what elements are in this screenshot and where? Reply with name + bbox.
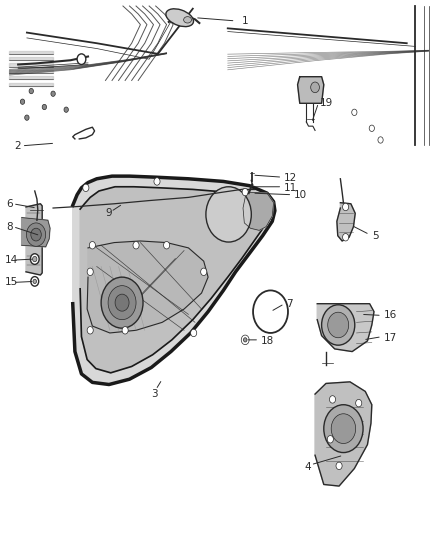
- Circle shape: [133, 241, 139, 249]
- Circle shape: [329, 395, 336, 403]
- Ellipse shape: [184, 17, 191, 23]
- Polygon shape: [297, 77, 324, 103]
- Circle shape: [64, 107, 68, 112]
- Circle shape: [154, 177, 160, 185]
- Circle shape: [108, 286, 136, 320]
- Text: 18: 18: [261, 336, 274, 346]
- Circle shape: [201, 268, 207, 276]
- Circle shape: [122, 327, 128, 334]
- Text: 12: 12: [284, 173, 297, 183]
- Text: 16: 16: [384, 310, 397, 320]
- Text: 7: 7: [286, 298, 293, 309]
- Polygon shape: [80, 187, 268, 373]
- Circle shape: [89, 241, 95, 249]
- Circle shape: [324, 405, 363, 453]
- Polygon shape: [87, 241, 208, 333]
- Text: 9: 9: [106, 208, 112, 219]
- Circle shape: [31, 277, 39, 286]
- Circle shape: [242, 188, 248, 196]
- Circle shape: [378, 137, 383, 143]
- Text: 3: 3: [151, 389, 158, 399]
- Circle shape: [343, 203, 349, 211]
- Polygon shape: [337, 203, 355, 241]
- Text: 17: 17: [384, 333, 397, 343]
- Text: 5: 5: [372, 231, 378, 241]
- Text: 2: 2: [14, 141, 21, 151]
- Circle shape: [87, 327, 93, 334]
- Text: 10: 10: [294, 190, 307, 200]
- Polygon shape: [21, 217, 50, 247]
- Circle shape: [327, 435, 333, 443]
- Ellipse shape: [166, 9, 194, 27]
- Circle shape: [311, 82, 319, 93]
- Polygon shape: [73, 176, 275, 384]
- Polygon shape: [26, 204, 42, 275]
- Circle shape: [101, 277, 143, 328]
- Circle shape: [87, 268, 93, 276]
- Circle shape: [352, 109, 357, 116]
- Circle shape: [31, 228, 41, 241]
- Circle shape: [77, 54, 86, 64]
- Circle shape: [20, 99, 25, 104]
- Polygon shape: [317, 304, 374, 352]
- Circle shape: [42, 104, 46, 110]
- Text: 14: 14: [5, 255, 18, 265]
- Circle shape: [33, 279, 36, 284]
- Circle shape: [32, 256, 37, 262]
- Circle shape: [163, 241, 170, 249]
- Circle shape: [191, 329, 197, 337]
- Text: 15: 15: [5, 278, 18, 287]
- Text: 6: 6: [6, 199, 13, 209]
- Circle shape: [206, 187, 251, 242]
- Circle shape: [241, 335, 249, 345]
- Circle shape: [30, 254, 39, 264]
- Circle shape: [331, 414, 356, 443]
- Circle shape: [26, 223, 46, 246]
- Circle shape: [83, 184, 89, 191]
- Circle shape: [328, 312, 349, 338]
- Circle shape: [343, 233, 349, 241]
- Circle shape: [51, 91, 55, 96]
- Text: 4: 4: [304, 462, 311, 472]
- Circle shape: [29, 88, 33, 94]
- Circle shape: [336, 462, 342, 470]
- Circle shape: [321, 305, 355, 345]
- Polygon shape: [243, 192, 274, 230]
- Text: 8: 8: [6, 222, 13, 232]
- Circle shape: [244, 338, 247, 342]
- Polygon shape: [315, 382, 372, 486]
- Circle shape: [356, 399, 362, 407]
- Circle shape: [369, 125, 374, 132]
- Text: 11: 11: [284, 183, 297, 193]
- Circle shape: [115, 294, 129, 311]
- Text: 19: 19: [320, 98, 334, 108]
- Text: 1: 1: [242, 16, 248, 26]
- Circle shape: [25, 115, 29, 120]
